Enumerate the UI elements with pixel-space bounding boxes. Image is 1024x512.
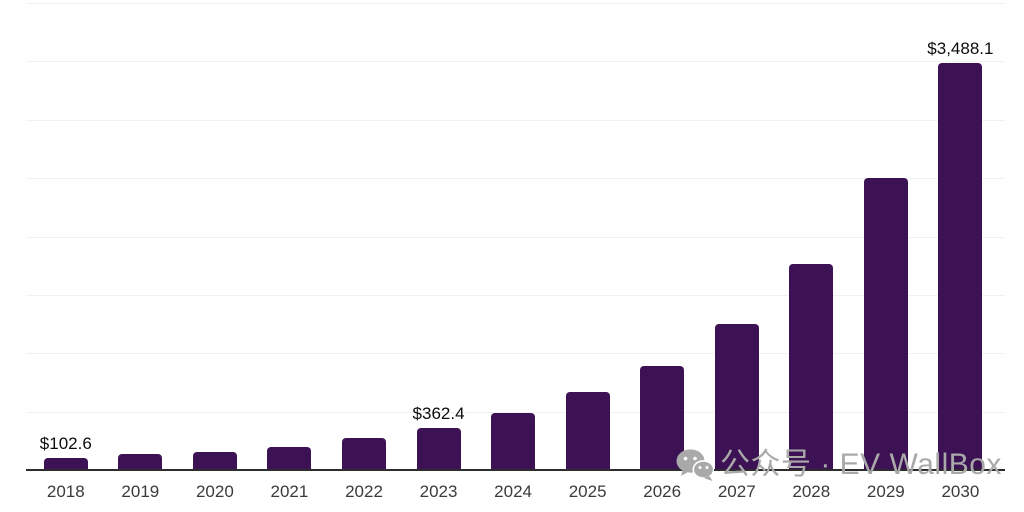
x-tick-2023: 2023 (419, 482, 458, 501)
bar-2025 (565, 392, 610, 470)
value-label-2018: $102.6 (39, 434, 92, 454)
bar-2030 (938, 62, 983, 470)
watermark: 公众号 · EV WallBox (676, 448, 1002, 482)
x-tick-2027: 2027 (717, 482, 756, 501)
x-tick-2020: 2020 (195, 482, 234, 501)
gridline-2500 (26, 178, 1005, 180)
bar-2029 (863, 178, 908, 470)
x-tick-2024: 2024 (494, 482, 533, 501)
bar-2022 (342, 438, 386, 470)
gridline-1000 (26, 353, 1005, 355)
bar-2023 (416, 427, 461, 470)
x-tick-2019: 2019 (121, 482, 160, 501)
x-tick-2030: 2030 (941, 482, 980, 501)
x-tick-2025: 2025 (568, 482, 607, 501)
bar-2019 (118, 454, 163, 470)
x-axis-line (26, 469, 1005, 471)
x-tick-2028: 2028 (792, 482, 831, 501)
wechat-icon (676, 449, 714, 481)
x-tick-2026: 2026 (643, 482, 682, 501)
x-tick-2018: 2018 (46, 482, 85, 501)
x-tick-2021: 2021 (270, 482, 309, 501)
x-tick-2029: 2029 (866, 482, 905, 501)
gridline-1500 (26, 294, 1005, 296)
gridline-4000 (26, 3, 1005, 4)
bar-2024 (491, 412, 536, 470)
value-label-2030: $3,488.1 (927, 38, 994, 58)
bar-2027 (714, 324, 759, 470)
bar-2021 (267, 447, 312, 470)
watermark-text: 公众号 · EV WallBox (720, 448, 1002, 481)
gridline-3500 (26, 61, 1005, 63)
gridline-500 (26, 411, 1005, 413)
bar-2026 (640, 366, 685, 470)
bar-2028 (789, 263, 834, 470)
value-label-2023: $362.4 (412, 403, 465, 423)
x-tick-2022: 2022 (345, 482, 383, 501)
bar-2020 (192, 451, 237, 470)
bar-2018 (43, 458, 88, 470)
gridline-3000 (26, 119, 1005, 121)
gridline-2000 (26, 236, 1005, 238)
